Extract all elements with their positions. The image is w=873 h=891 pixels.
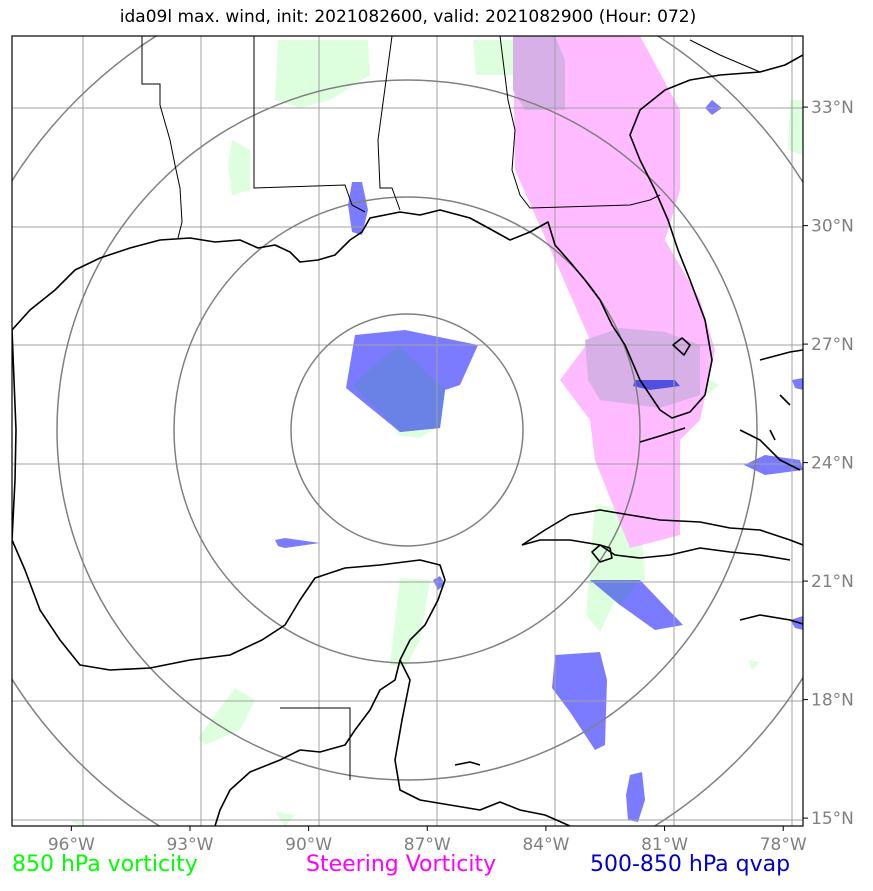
legend-vorticity-850: 850 hPa vorticity <box>12 852 198 877</box>
coastlines <box>12 54 803 826</box>
steering-patch <box>513 36 715 548</box>
qvap-patch <box>744 455 803 475</box>
map-title: ida09l max. wind, init: 2021082600, vali… <box>119 7 697 27</box>
lon-tick-label: 90°W <box>285 835 332 855</box>
qvap-patch <box>790 616 803 630</box>
steering-vorticity-layer <box>513 36 715 548</box>
qvap-patch <box>792 378 803 390</box>
legend-steering-vorticity: Steering Vorticity <box>306 852 497 877</box>
range-ring <box>56 79 758 781</box>
range-ring <box>173 196 641 664</box>
qvap-patch <box>352 345 445 432</box>
lat-tick-label: 27°N <box>811 335 854 355</box>
qvap-patch <box>590 580 640 605</box>
lat-tick-label: 21°N <box>811 572 854 592</box>
tick-marks <box>70 106 808 831</box>
lat-tick-label: 24°N <box>811 454 854 474</box>
legend-qvap: 500-850 hPa qvap <box>590 852 791 877</box>
lon-tick-label: 93°W <box>166 835 213 855</box>
vorticity-patch <box>275 40 370 108</box>
plot-frame <box>11 35 804 827</box>
lon-tick-label: 84°W <box>522 835 569 855</box>
lat-tick-label: 18°N <box>811 691 854 711</box>
lat-tick-label: 30°N <box>811 217 854 237</box>
vorticity-patch <box>748 660 760 670</box>
lon-tick-label: 87°W <box>404 835 451 855</box>
lon-tick-label: 96°W <box>48 835 95 855</box>
lon-tick-label: 81°W <box>641 835 688 855</box>
range-ring <box>290 313 524 547</box>
lon-tick-label: 78°W <box>760 835 807 855</box>
vorticity-patch <box>275 812 295 826</box>
qvap-patch <box>626 772 645 822</box>
lat-tick-label: 33°N <box>811 98 854 118</box>
lat-tick-label: 15°N <box>811 809 854 829</box>
vorticity-patch <box>473 40 520 75</box>
vorticity-patch <box>70 820 85 826</box>
steering-qvap-overlap <box>585 328 700 408</box>
tick-labels: 96°W 93°W 90°W 87°W 84°W 81°W 78°W15°N 18°N 21°N… <box>48 98 854 855</box>
vorticity-patch <box>390 578 430 668</box>
steering-qvap-overlap <box>513 36 565 110</box>
vorticity-patch <box>228 140 250 195</box>
state-borders <box>141 36 761 780</box>
vorticity-patch <box>198 688 255 745</box>
qvap-patch <box>275 538 320 548</box>
